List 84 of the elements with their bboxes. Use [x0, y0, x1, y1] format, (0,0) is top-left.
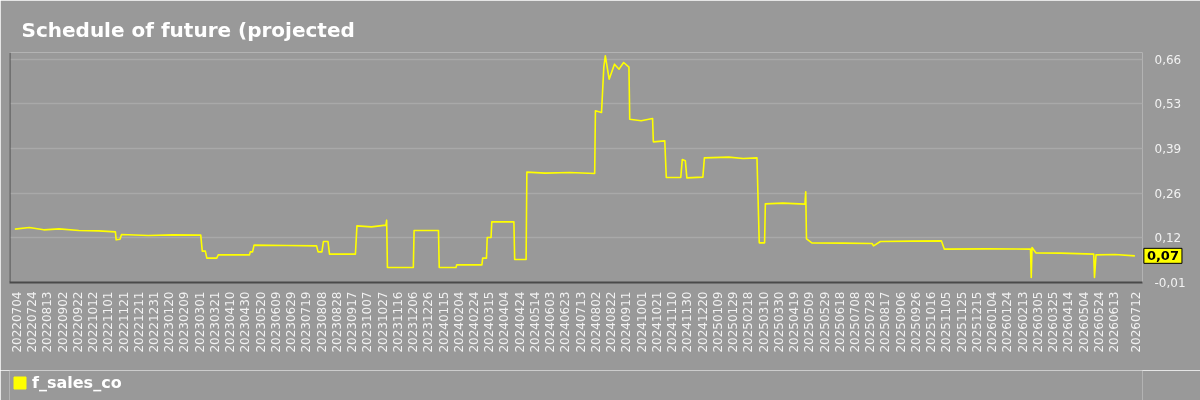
- x-tick-label: 20260524: [1091, 291, 1106, 353]
- x-tick-label: 20250529: [817, 291, 832, 353]
- x-tick-label: 20260414: [1061, 291, 1076, 353]
- x-tick-label: 20240713: [573, 291, 588, 353]
- y-tick-label: 0,12: [1154, 231, 1182, 246]
- y-tick-label: 0,39: [1154, 142, 1182, 156]
- x-tick-label: 20231116: [390, 291, 405, 353]
- x-tick-label: 20240115: [436, 291, 451, 353]
- x-tick-label: 20221012: [86, 291, 101, 353]
- x-tick-label: 20230321: [207, 291, 222, 353]
- x-tick-label: 20230410: [223, 291, 238, 353]
- x-tick-label: 20230828: [329, 291, 344, 353]
- x-tick-label: 20220922: [70, 291, 85, 353]
- legend-label: f_sales_co: [32, 373, 122, 392]
- x-tick-label: 20250419: [787, 291, 802, 353]
- x-tick-label: 20260712: [1129, 291, 1144, 353]
- x-tick-label: 20250926: [908, 291, 923, 353]
- x-tick-label: 20240404: [497, 291, 512, 353]
- x-tick-label: 20240204: [451, 291, 466, 353]
- x-tick-label: 20231226: [421, 291, 436, 353]
- x-tick-label: 20250310: [756, 291, 771, 353]
- x-tick-label: 20251016: [924, 291, 939, 353]
- x-tick-label: 20230301: [192, 291, 207, 353]
- y-tick-label: -0,01: [1154, 276, 1186, 290]
- x-tick-label: 20240911: [619, 291, 634, 353]
- x-tick-label: 20260213: [1015, 291, 1030, 353]
- x-tick-label: 20241110: [665, 291, 680, 353]
- x-tick-label: 20250218: [741, 291, 756, 353]
- x-tick-label: 20230808: [314, 291, 329, 353]
- x-tick-label: 20241021: [649, 291, 664, 353]
- x-tick-label: 20220813: [40, 291, 55, 353]
- x-tick-label: 20260104: [985, 291, 1000, 353]
- data-label: 0,07: [1146, 248, 1179, 264]
- x-tick-label: 20260124: [1000, 291, 1015, 353]
- x-tick-label: 20250708: [847, 291, 862, 353]
- x-tick-label: 20231007: [360, 291, 375, 353]
- x-tick-label: 20250906: [893, 291, 908, 353]
- x-tick-label: 20240822: [604, 291, 619, 353]
- x-tick-label: 20260504: [1076, 291, 1091, 353]
- x-tick-label: 20250330: [771, 291, 786, 353]
- x-tick-label: 20260325: [1046, 291, 1061, 353]
- x-tick-label: 20230430: [238, 291, 253, 353]
- x-tick-label: 20250109: [710, 291, 725, 353]
- x-tick-label: 20250817: [878, 291, 893, 353]
- x-tick-label: 20220902: [55, 291, 70, 353]
- x-tick-label: 20250728: [863, 291, 878, 353]
- x-tick-label: 20240802: [588, 291, 603, 353]
- x-tick-label: 20221121: [116, 291, 131, 353]
- x-tick-label: 20240603: [543, 291, 558, 353]
- x-tick-label: 20230120: [162, 291, 177, 353]
- x-tick-label: 20230520: [253, 291, 268, 353]
- x-tick-label: 20240224: [467, 291, 482, 353]
- x-tick-label: 20241001: [634, 291, 649, 353]
- x-tick-label: 20260305: [1030, 291, 1045, 353]
- x-tick-label: 20240315: [482, 291, 497, 353]
- x-tick-label: 20250618: [832, 291, 847, 353]
- y-tick-label: 0,53: [1154, 97, 1182, 112]
- x-tick-label: 20240623: [558, 291, 573, 353]
- y-tick-label: 0,26: [1154, 186, 1182, 201]
- y-tick-label: 0,66: [1154, 52, 1182, 67]
- x-tick-label: 20220724: [25, 291, 40, 353]
- x-tick-label: 20250129: [726, 291, 741, 353]
- x-tick-label: 20241130: [680, 291, 695, 353]
- x-tick-label: 20221231: [147, 291, 162, 353]
- x-tick-label: 20230629: [284, 291, 299, 353]
- x-tick-label: 20230609: [268, 291, 283, 353]
- x-tick-label: 20251125: [954, 291, 969, 353]
- x-tick-label: 20230917: [345, 291, 360, 353]
- x-tick-label: 20251105: [939, 291, 954, 353]
- x-tick-label: 20251215: [969, 291, 984, 353]
- x-tick-label: 20221211: [131, 291, 146, 353]
- x-tick-label: 20230209: [177, 291, 192, 353]
- x-tick-label: 20221101: [101, 291, 116, 353]
- x-tick-label: 20231027: [375, 291, 390, 353]
- x-tick-label: 20220704: [9, 291, 24, 353]
- x-tick-label: 20230719: [299, 291, 314, 353]
- x-tick-label: 20260613: [1107, 291, 1122, 353]
- x-tick-label: 20240424: [512, 291, 527, 353]
- x-tick-label: 20241220: [695, 291, 710, 353]
- line-series: [14, 55, 1136, 279]
- chart-title: Schedule of future (projected: [21, 17, 355, 42]
- x-tick-label: 20250509: [802, 291, 817, 353]
- x-tick-label: 20240514: [527, 291, 542, 353]
- x-tick-label: 20231206: [406, 291, 421, 353]
